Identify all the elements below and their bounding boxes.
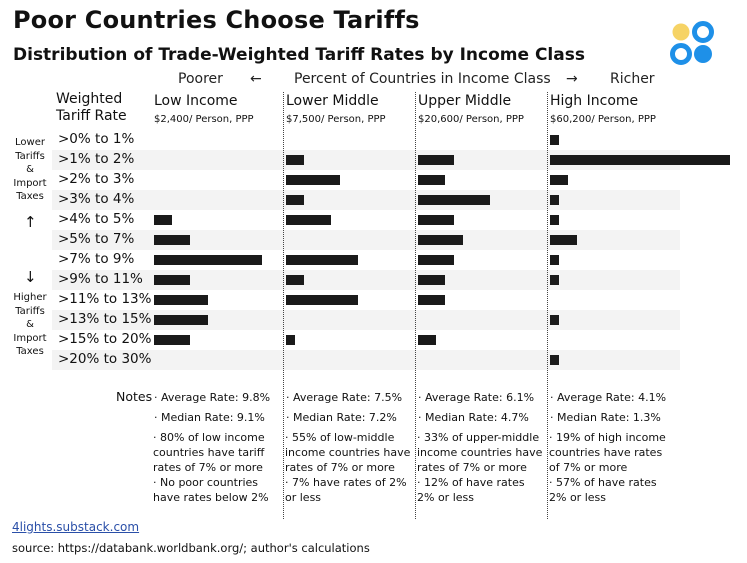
bar <box>286 155 304 165</box>
right-arrow-icon: → <box>566 71 578 87</box>
note-item: · 33% of upper-middle income countries h… <box>417 431 543 474</box>
bar <box>418 155 454 165</box>
column-name: Lower Middle <box>286 93 379 109</box>
column-name: High Income <box>550 93 639 109</box>
note-item: · Average Rate: 9.8% <box>154 391 271 404</box>
note-item: · Median Rate: 4.7% <box>418 411 529 424</box>
notes-label: Notes <box>116 389 153 404</box>
row-label: >1% to 2% <box>58 151 135 167</box>
bar <box>550 355 559 365</box>
bar <box>154 215 172 225</box>
row-label: >7% to 9% <box>58 251 135 267</box>
row-band <box>52 270 680 290</box>
row-label: >9% to 11% <box>58 271 143 287</box>
richer-label: Richer <box>610 71 655 87</box>
row-band <box>52 190 680 210</box>
logo-icon <box>670 21 714 65</box>
row-label: >0% to 1% <box>58 131 135 147</box>
row-header: Weighted Tariff Rate <box>56 91 127 124</box>
bar <box>154 235 190 245</box>
percent-axis-label: Percent of Countries in Income Class <box>294 71 551 87</box>
bar <box>550 315 559 325</box>
note-item: · Median Rate: 9.1% <box>154 411 265 424</box>
left-arrow-icon: ← <box>250 71 262 87</box>
down-arrow-icon: ↓ <box>24 268 37 286</box>
bar <box>418 215 454 225</box>
column-divider <box>415 92 416 519</box>
bar <box>286 215 331 225</box>
lower-tariffs-label: Lower Tariffs & Import Taxes <box>13 137 47 202</box>
bar <box>418 235 463 245</box>
column-name: Low Income <box>154 93 238 109</box>
row-band <box>52 350 680 370</box>
column-income: $60,200/ Person, PPP <box>550 114 656 125</box>
row-band <box>52 310 680 330</box>
bar <box>550 195 559 205</box>
bar <box>550 175 568 185</box>
bar <box>154 335 190 345</box>
up-arrow-icon: ↑ <box>24 213 37 231</box>
chart-title: Poor Countries Choose Tariffs <box>13 6 420 34</box>
note-item: · No poor countries have rates below 2% <box>153 476 269 504</box>
column-divider <box>283 92 284 519</box>
row-band <box>52 230 680 250</box>
higher-tariffs-label: Higher Tariffs & Import Taxes <box>13 292 47 357</box>
note-item: · 55% of low-middle income countries hav… <box>285 431 411 474</box>
note-item: · 12% of have rates 2% or less <box>417 476 525 504</box>
row-label: >5% to 7% <box>58 231 135 247</box>
note-item: · 80% of low income countries have tarif… <box>153 431 265 474</box>
bar <box>550 255 559 265</box>
note-item: · Average Rate: 6.1% <box>418 391 535 404</box>
bar <box>154 315 208 325</box>
bar <box>286 255 358 265</box>
column-income: $20,600/ Person, PPP <box>418 114 524 125</box>
bar <box>550 135 559 145</box>
note-item: · 57% of have rates 2% or less <box>549 476 657 504</box>
column-name: Upper Middle <box>418 93 512 109</box>
bar <box>550 235 577 245</box>
column-divider <box>547 92 548 519</box>
bar <box>154 295 208 305</box>
source-note: source: https://databank.worldbank.org/;… <box>12 541 370 555</box>
row-label: >20% to 30% <box>58 351 152 367</box>
bar <box>154 275 190 285</box>
note-item: · Average Rate: 4.1% <box>550 391 667 404</box>
note-item: · Median Rate: 7.2% <box>286 411 397 424</box>
bar <box>286 175 340 185</box>
bar <box>418 175 445 185</box>
bar <box>286 275 304 285</box>
bar <box>418 195 490 205</box>
bar <box>418 255 454 265</box>
row-label: >15% to 20% <box>58 331 152 347</box>
row-label: >2% to 3% <box>58 171 135 187</box>
note-item: · 7% have rates of 2% or less <box>285 476 407 504</box>
note-item: · Median Rate: 1.3% <box>550 411 661 424</box>
row-label: >3% to 4% <box>58 191 135 207</box>
row-label: >13% to 15% <box>58 311 152 327</box>
column-income: $2,400/ Person, PPP <box>154 114 254 125</box>
chart-subtitle: Distribution of Trade-Weighted Tariff Ra… <box>13 45 585 65</box>
bar <box>550 275 559 285</box>
row-label: >11% to 13% <box>58 291 152 307</box>
row-band <box>52 150 680 170</box>
note-item: · Average Rate: 7.5% <box>286 391 403 404</box>
row-label: >4% to 5% <box>58 211 135 227</box>
bar <box>550 155 730 165</box>
bar <box>550 215 559 225</box>
substack-link[interactable]: 4lights.substack.com <box>12 520 140 534</box>
bar <box>154 255 262 265</box>
note-item: · 19% of high income countries have rate… <box>549 431 666 474</box>
bar <box>286 195 304 205</box>
bar <box>286 335 295 345</box>
column-income: $7,500/ Person, PPP <box>286 114 386 125</box>
bar <box>418 275 445 285</box>
poorer-label: Poorer <box>178 71 223 87</box>
bar <box>418 295 445 305</box>
bar <box>418 335 436 345</box>
bar <box>286 295 358 305</box>
